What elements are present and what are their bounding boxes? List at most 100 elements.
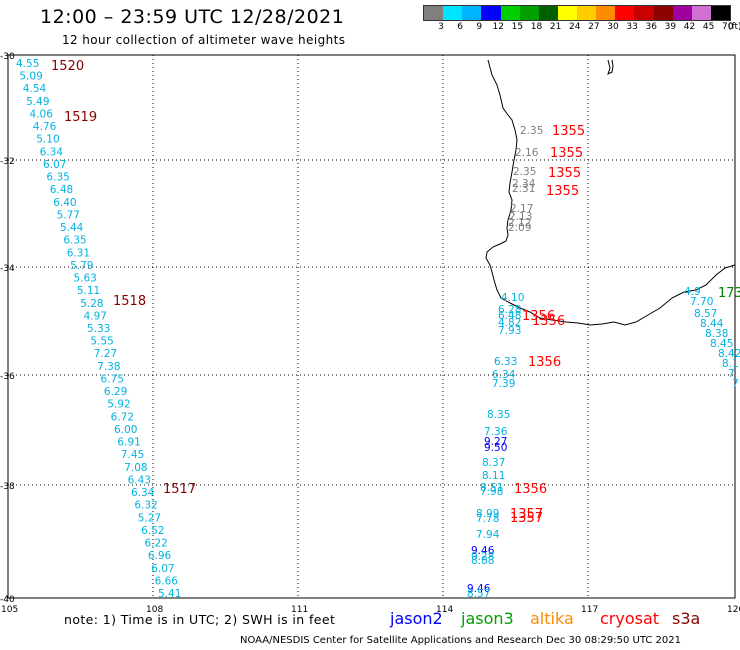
wave-height-value: 9.46: [467, 583, 491, 595]
wave-height-value: 5.79: [70, 260, 93, 272]
pass-time-label: 1517: [163, 482, 196, 497]
pass-time-label: 1355: [550, 146, 583, 161]
wave-height-value: 8.57: [467, 588, 490, 600]
legend-swatch: [481, 6, 501, 20]
wave-height-value: 9.46: [471, 545, 495, 557]
wave-height-value: 6.43: [128, 474, 151, 486]
legend-label: 45: [702, 22, 715, 32]
wave-height-value: 5.55: [90, 336, 113, 348]
satellite-legend-s3a: s3a: [672, 609, 701, 628]
wave-height-value: 8.51: [480, 482, 503, 494]
legend-label: 3: [438, 22, 444, 32]
legend-swatch: [577, 6, 597, 20]
latitude-tick-label: -38: [0, 482, 15, 492]
wave-height-value: 8.35: [487, 409, 510, 421]
legend-label: 6: [457, 22, 463, 32]
longitude-tick-label: 117: [581, 605, 598, 615]
legend-swatch: [615, 6, 635, 20]
wave-height-value: 6.40: [53, 197, 76, 209]
wave-height-value: 4.10: [501, 292, 524, 304]
latitude-tick-label: -32: [0, 157, 15, 167]
wave-height-value: 2.09: [508, 222, 531, 234]
legend-label: 24: [569, 22, 581, 32]
wave-height-value: 6.33: [494, 356, 517, 368]
pass-time-label: 1355: [546, 184, 579, 199]
wave-height-value: 7.93: [498, 325, 521, 337]
wave-height-value: 7.39: [492, 378, 515, 390]
wave-height-value: 8.37: [482, 457, 505, 469]
wave-height-value: 2.31: [512, 183, 535, 195]
wave-height-value: 7.08: [124, 462, 147, 474]
wave-height-value: 9.50: [484, 442, 507, 454]
legend-label: 70: [722, 22, 734, 32]
satellite-legend-jason2: jason2: [390, 609, 443, 628]
wave-height-value: 8.45: [710, 338, 733, 350]
map-subtitle: 12 hour collection of altimeter wave hei…: [62, 33, 346, 47]
wave-height-value: 6.34: [131, 487, 155, 499]
wave-height-value: 6.34: [492, 369, 516, 381]
wave-height-value: 5.44: [60, 222, 84, 234]
wave-height-value: 4.54: [23, 83, 47, 95]
wave-height-value: 5.33: [87, 323, 110, 335]
legend-label: 21: [549, 22, 562, 32]
wave-height-value: 6.48: [498, 310, 521, 322]
wave-height-value: 4.9: [684, 286, 701, 298]
pass-time-label: 1357: [510, 511, 543, 526]
wave-height-value: 6.48: [50, 184, 73, 196]
wave-height-value: 2.13: [509, 211, 532, 223]
wave-height-value: 7.70: [690, 296, 713, 308]
wave-height-value: 7.36: [484, 426, 508, 438]
legend-swatch: [519, 6, 539, 20]
legend-swatch: [710, 6, 730, 20]
wave-height-value: 8.38: [705, 328, 728, 340]
legend-label: 9: [476, 22, 483, 32]
latitude-tick-label: -36: [0, 372, 15, 382]
wave-height-value: 4.76: [33, 121, 57, 133]
legend-swatch: [443, 6, 463, 20]
legend-swatch: [596, 6, 616, 20]
legend-swatch: [538, 6, 558, 20]
legend-swatch: [653, 6, 673, 20]
pass-time-label: 1356: [514, 482, 547, 497]
wave-height-value: 5.28: [80, 298, 103, 310]
wave-height-value: 8.42: [718, 348, 740, 360]
wave-height-value: 6.29: [104, 386, 127, 398]
wave-height-value: 5.11: [77, 285, 100, 297]
wave-height-value: 6.35: [46, 172, 69, 184]
wave-height-value: 4.97: [84, 310, 107, 322]
wave-height-value: 9.27: [484, 436, 507, 448]
wave-height-value: 8.44: [700, 318, 724, 330]
legend-swatch: [557, 6, 577, 20]
wave-height-value: 6.07: [151, 563, 174, 575]
wave-height-value: 5.77: [57, 209, 80, 221]
pass-time-label: 1356: [522, 309, 555, 324]
wave-height-value: 6.00: [114, 424, 137, 436]
color-scale-legend: [423, 5, 731, 21]
wave-height-value: 8.57: [694, 308, 717, 320]
wave-height-value: 5.41: [158, 588, 181, 600]
wave-height-value: 6.52: [141, 525, 164, 537]
legend-label: 36: [645, 22, 657, 32]
wave-height-value: 6.34: [40, 146, 64, 158]
wave-height-value: 2.17: [510, 203, 533, 215]
legend-swatch: [691, 6, 711, 20]
wave-height-value: 6.75: [101, 373, 124, 385]
wave-height-value: 5.10: [36, 134, 59, 146]
wave-height-value: 5.63: [73, 273, 96, 285]
wave-height-value: 5.49: [26, 96, 49, 108]
wave-height-value: 7.94: [476, 529, 500, 541]
wave-height-value: 8.88: [471, 555, 494, 567]
pass-time-label: 1519: [64, 110, 97, 125]
longitude-tick-label: 120: [727, 605, 740, 615]
longitude-tick-label: 108: [146, 605, 163, 615]
legend-swatch: [424, 6, 444, 20]
legend-label: 12: [492, 22, 504, 32]
longitude-tick-label: 105: [1, 605, 18, 615]
wave-height-value: 7: [732, 378, 739, 390]
wave-height-value: 6.91: [117, 437, 140, 449]
longitude-tick-label: 111: [291, 605, 308, 615]
wave-height-value: 7.27: [94, 348, 117, 360]
legend-swatch: [634, 6, 654, 20]
wave-height-value: 4.06: [30, 108, 54, 120]
